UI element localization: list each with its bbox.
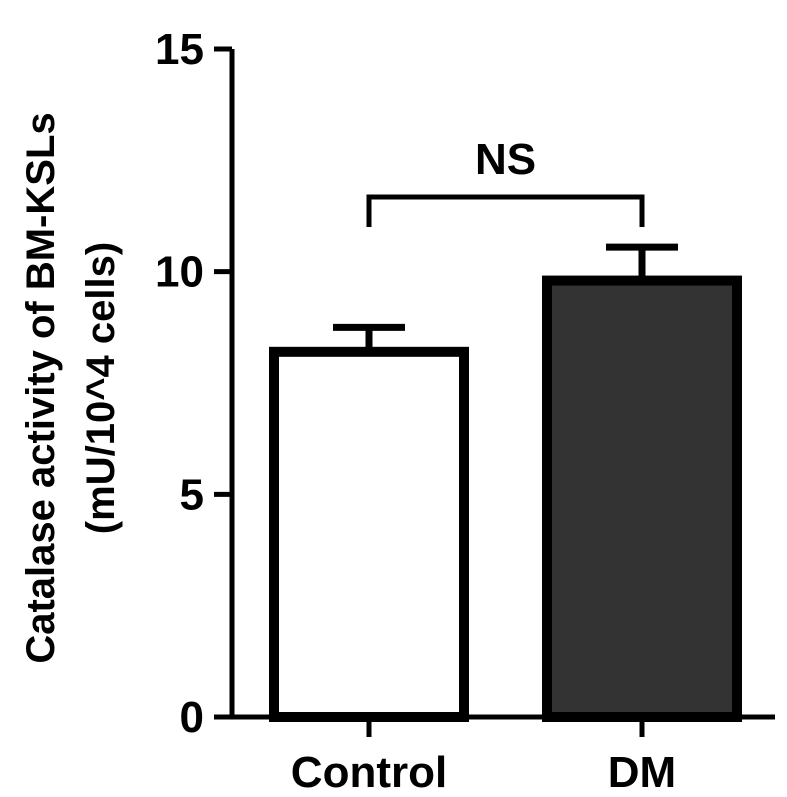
y-tick-label: 5 — [180, 470, 204, 519]
y-tick-label: 10 — [155, 248, 204, 297]
bar — [542, 275, 742, 722]
y-tick-label: 0 — [180, 693, 204, 742]
significance-label: NS — [475, 135, 536, 184]
bar — [269, 346, 469, 722]
error-bars — [333, 243, 678, 352]
y-tick-label: 15 — [155, 25, 204, 74]
bars — [269, 275, 742, 722]
y-axis-label: Catalase activity of BM-KSLs — [19, 112, 63, 663]
bracket-line — [366, 194, 645, 227]
significance-bracket: NS — [366, 135, 645, 227]
x-tick-label: DM — [608, 748, 676, 797]
x-tick-label: Control — [291, 748, 447, 797]
y-axis-label-units: (mU/10^4 cells) — [79, 242, 123, 534]
x-axis: Control DM — [230, 714, 775, 797]
y-axis: 0 5 10 15 — [155, 25, 235, 742]
